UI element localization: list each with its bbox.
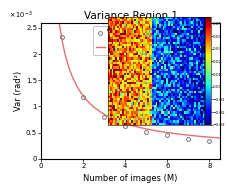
Text: $\times\,10^{-3}$: $\times\,10^{-3}$ bbox=[9, 10, 33, 21]
X-axis label: Number of images (M): Number of images (M) bbox=[83, 174, 178, 184]
a M$^{-1}$+b bbox=[114, 119, 117, 121]
Var vs. M bbox=[61, 36, 64, 39]
a M$^{-1}$+b bbox=[155, 130, 157, 132]
Line: Var vs. M: Var vs. M bbox=[60, 35, 211, 143]
Var vs. M bbox=[82, 96, 85, 98]
Var vs. M bbox=[145, 130, 148, 133]
Var vs. M bbox=[103, 116, 106, 118]
a M$^{-1}$+b bbox=[218, 137, 221, 139]
Var vs. M bbox=[124, 125, 127, 127]
a M$^{-1}$+b bbox=[171, 132, 174, 135]
Legend: Var vs. M, a M$^{-1}$+b: Var vs. M, a M$^{-1}$+b bbox=[93, 26, 144, 55]
Var vs. M bbox=[166, 134, 169, 136]
a M$^{-1}$+b bbox=[102, 113, 105, 115]
Line: a M$^{-1}$+b: a M$^{-1}$+b bbox=[48, 0, 220, 138]
Title: Variance Region 1: Variance Region 1 bbox=[84, 11, 177, 21]
Var vs. M bbox=[208, 140, 211, 142]
a M$^{-1}$+b bbox=[171, 132, 173, 134]
Y-axis label: Var (rad²): Var (rad²) bbox=[14, 71, 23, 111]
Var vs. M bbox=[187, 138, 190, 140]
a M$^{-1}$+b bbox=[67, 64, 70, 67]
